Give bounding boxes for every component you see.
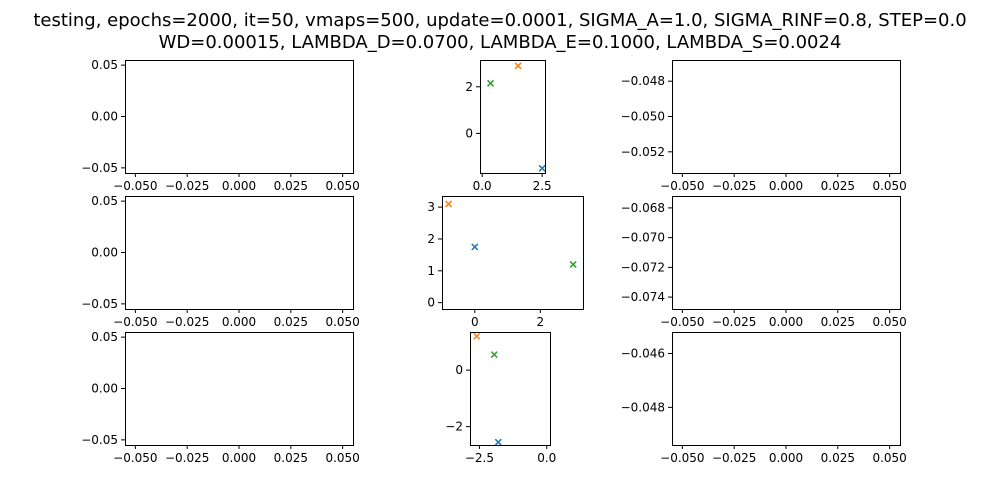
x-tick-label: −2.5 <box>465 451 494 465</box>
y-tick-label: −0.068 <box>621 201 665 215</box>
y-tick-label: 2 <box>465 80 473 94</box>
y-tick-label: 0 <box>465 126 473 140</box>
x-tick-label: 0 <box>471 315 479 329</box>
x-tick-label: 0.050 <box>872 451 906 465</box>
y-tick-label: 1 <box>427 264 435 278</box>
x-tick-label: 0.000 <box>769 451 803 465</box>
subplot-r2c1: −0.050 −0.025 0.000 0.025 0.050 −0.05 0.00 0.05 <box>81 194 360 329</box>
y-tick-label: −0.05 <box>81 161 118 175</box>
y-tick-label: −0.072 <box>621 260 665 274</box>
y-tick-label: 0 <box>455 363 463 377</box>
y-tick-label: 3 <box>427 200 435 214</box>
x-tick-label: 0.050 <box>872 179 906 193</box>
x-tick-label: 0.000 <box>769 179 803 193</box>
subplot-r3c3: −0.050 −0.025 0.000 0.025 0.050 −0.046 −0.048 <box>621 332 907 465</box>
x-tick-label: 0.025 <box>821 451 855 465</box>
y-tick-label: −0.046 <box>621 347 665 361</box>
point-orange <box>473 332 481 340</box>
x-tick-label: 0.050 <box>872 315 906 329</box>
figure-title-line2: WD=0.00015, LAMBDA_D=0.0700, LAMBDA_E=0.… <box>159 32 842 53</box>
y-tick-label: −0.074 <box>621 290 665 304</box>
x-tick-label: 0.025 <box>821 179 855 193</box>
y-tick-label: 2 <box>427 232 435 246</box>
x-tick-label: 0.025 <box>274 451 308 465</box>
x-tick-label: 0.050 <box>325 451 359 465</box>
point-blue <box>471 243 479 251</box>
point-green <box>487 79 495 87</box>
y-tick-label: −0.05 <box>81 297 118 311</box>
x-tick-label: −0.025 <box>712 451 756 465</box>
x-tick-label: 0.0 <box>537 451 556 465</box>
x-tick-label: −0.050 <box>660 451 704 465</box>
point-green <box>490 351 498 359</box>
point-orange <box>445 200 453 208</box>
x-tick-label: 0.000 <box>769 315 803 329</box>
x-tick-label: −0.025 <box>712 315 756 329</box>
subplot-r3c1: −0.050 −0.025 0.000 0.025 0.050 −0.05 0.00 0.05 <box>81 330 360 465</box>
axes-frame <box>672 332 901 446</box>
x-tick-label: 2 <box>537 315 545 329</box>
x-tick-label: −0.025 <box>712 179 756 193</box>
axes-frame <box>125 60 354 174</box>
x-tick-label: −0.050 <box>113 179 157 193</box>
subplots-grid: −0.050 −0.025 0.000 0.025 0.050−0.050.000.05… <box>81 58 907 465</box>
y-tick-label: −0.048 <box>621 74 665 88</box>
x-tick-label: 0.000 <box>222 179 256 193</box>
y-tick-label: −2 <box>445 420 463 434</box>
figure-title-line1: testing, epochs=2000, it=50, vmaps=500, … <box>33 10 966 31</box>
x-tick-label: 0.025 <box>274 179 308 193</box>
x-tick-label: −0.050 <box>113 315 157 329</box>
y-tick-label: 0 <box>427 296 435 310</box>
y-tick-label: 0.05 <box>91 330 118 344</box>
axes-frame <box>672 196 901 310</box>
x-tick-label: 0.0 <box>473 179 492 193</box>
y-tick-label: 0.00 <box>91 110 118 124</box>
x-tick-label: 2.5 <box>533 179 552 193</box>
y-tick-label: −0.048 <box>621 400 665 414</box>
x-tick-label: 0.000 <box>222 451 256 465</box>
point-blue <box>494 438 502 446</box>
x-tick-label: −0.025 <box>165 179 209 193</box>
subplot-r3c2: −2.5 0.0 0 −2 <box>445 332 556 465</box>
y-tick-label: 0.00 <box>91 246 118 260</box>
x-tick-label: −0.050 <box>113 451 157 465</box>
subplot-r1c2: 0.0 2.5 0 2 <box>465 60 552 193</box>
y-tick-label: −0.050 <box>621 110 665 124</box>
x-tick-label: −0.025 <box>165 315 209 329</box>
subplot-r2c3: −0.050 −0.025 0.000 0.025 0.050 −0.068 −0.070 −… <box>621 196 907 329</box>
y-tick-label: −0.05 <box>81 433 118 447</box>
x-tick-label: −0.050 <box>660 315 704 329</box>
subplot-r2c2: 0 2 0 1 2 3 <box>427 196 584 329</box>
axes-frame <box>470 332 551 446</box>
x-tick-label: 0.025 <box>274 315 308 329</box>
x-tick-label: −0.025 <box>165 451 209 465</box>
subplot-r1c3: −0.050 −0.025 0.000 0.025 0.050 −0.048 −0.050 −… <box>621 60 907 193</box>
x-tick-label: 0.050 <box>325 179 359 193</box>
point-orange <box>514 62 522 70</box>
y-tick-label: −0.070 <box>621 231 665 245</box>
y-tick-label: 0.00 <box>91 382 118 396</box>
x-tick-label: 0.000 <box>222 315 256 329</box>
subplot-r1c1: −0.050 −0.025 0.000 0.025 0.050 −0.05 0.00 0.05 <box>81 58 360 193</box>
point-blue <box>538 164 546 172</box>
axes-frame <box>125 196 354 310</box>
x-tick-label: 0.050 <box>325 315 359 329</box>
x-tick-label: 0.025 <box>821 315 855 329</box>
axes-frame <box>442 196 584 310</box>
point-green <box>569 260 577 268</box>
axes-frame <box>672 60 901 174</box>
x-tick-label: −0.050 <box>660 179 704 193</box>
axes-frame <box>125 332 354 446</box>
y-tick-label: 0.05 <box>91 194 118 208</box>
y-tick-label: 0.05 <box>91 58 118 72</box>
y-tick-label: −0.052 <box>621 145 665 159</box>
axes-frame <box>480 60 546 174</box>
